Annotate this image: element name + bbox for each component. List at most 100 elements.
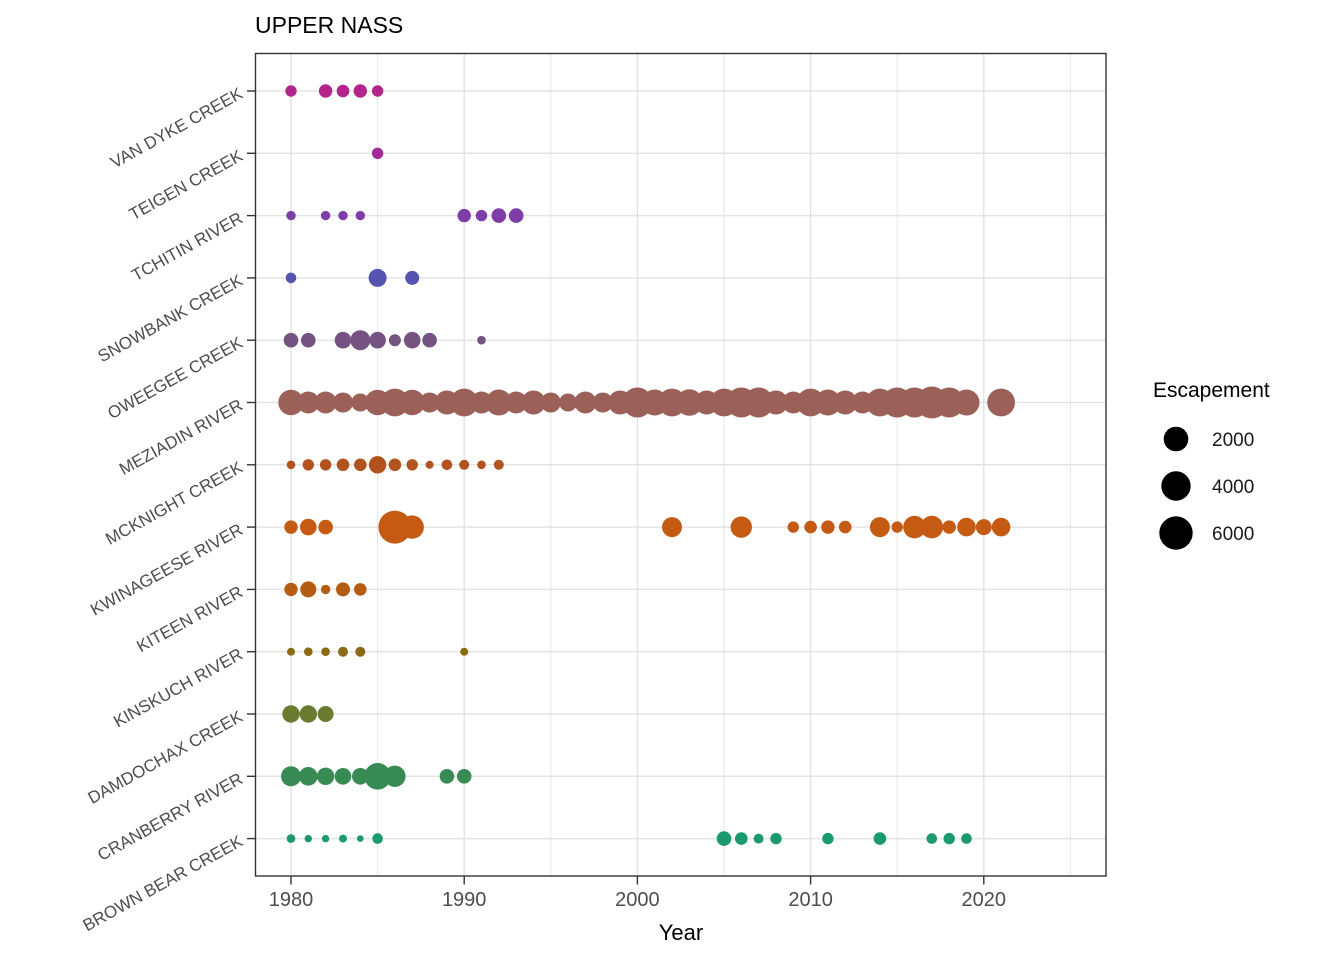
data-point: [388, 458, 402, 472]
data-point: [505, 391, 528, 414]
data-point: [833, 390, 858, 415]
data-point: [592, 392, 613, 413]
data-point: [354, 583, 367, 596]
data-point: [300, 581, 317, 598]
data-point: [822, 832, 834, 845]
data-point: [521, 390, 546, 415]
data-point: [422, 332, 437, 348]
data-point: [318, 519, 333, 535]
data-point: [456, 769, 472, 784]
data-point: [302, 459, 314, 471]
data-point: [735, 832, 748, 845]
data-point: [281, 766, 301, 787]
data-point: [475, 209, 488, 222]
data-point: [371, 85, 384, 97]
data-point: [716, 831, 732, 846]
data-point: [314, 391, 337, 414]
data-point: [460, 647, 469, 656]
data-point: [286, 834, 296, 843]
legend-size-dot: [1161, 471, 1191, 501]
data-point: [278, 389, 304, 416]
legend-size-label: 4000: [1212, 477, 1254, 498]
data-point: [336, 582, 350, 597]
data-point: [334, 331, 352, 349]
x-axis-title: Year: [659, 920, 703, 945]
data-point: [287, 647, 295, 656]
x-tick-label: 2010: [788, 889, 833, 911]
data-point: [388, 334, 401, 347]
data-point: [540, 392, 561, 413]
data-point: [371, 147, 384, 159]
data-point: [336, 458, 350, 472]
data-point: [285, 85, 297, 97]
data-point: [333, 392, 353, 413]
data-point: [743, 387, 774, 418]
data-point: [804, 520, 817, 534]
data-point: [399, 389, 425, 416]
data-point: [787, 521, 799, 533]
x-tick-label: 1980: [269, 889, 314, 911]
plot-title: UPPER NASS: [255, 12, 403, 38]
data-point: [869, 517, 890, 538]
data-point: [764, 390, 788, 415]
data-point: [405, 270, 420, 285]
legend-size-dot: [1163, 426, 1189, 452]
data-point: [372, 833, 383, 844]
data-point: [338, 210, 348, 221]
data-point: [334, 768, 352, 785]
data-point: [321, 834, 330, 843]
data-point: [987, 388, 1015, 417]
data-point: [355, 210, 365, 221]
data-point: [753, 833, 764, 844]
y-axis-label: KITEEN RIVER: [133, 582, 245, 656]
data-point: [320, 584, 331, 595]
data-point: [316, 767, 335, 785]
data-point: [559, 393, 578, 412]
data-point: [319, 459, 332, 471]
data-point: [339, 834, 347, 843]
data-point: [419, 392, 440, 413]
data-point: [378, 510, 412, 544]
data-point: [285, 272, 297, 284]
data-point: [299, 767, 318, 786]
data-point: [493, 459, 504, 470]
data-point: [369, 331, 386, 349]
data-point: [354, 458, 367, 472]
data-point: [406, 459, 418, 471]
data-point: [730, 516, 752, 538]
legend-title: Escapement: [1153, 379, 1270, 402]
data-point: [301, 332, 316, 348]
data-point: [355, 646, 366, 657]
data-point: [352, 768, 369, 785]
data-point: [425, 460, 434, 469]
data-point: [338, 646, 348, 657]
y-axis-label: TCHITIN RIVER: [129, 208, 246, 285]
data-point: [814, 389, 841, 416]
data-point: [304, 834, 312, 843]
data-point: [350, 330, 371, 351]
data-point: [286, 210, 296, 221]
data-point: [450, 388, 479, 417]
legend-size-label: 2000: [1212, 430, 1254, 451]
x-tick-label: 2000: [615, 889, 660, 911]
data-point: [336, 84, 350, 98]
data-point: [284, 520, 298, 534]
data-point: [321, 647, 330, 656]
data-point: [957, 517, 976, 537]
data-point: [299, 705, 317, 723]
data-point: [364, 763, 391, 790]
data-point: [283, 332, 299, 348]
data-point: [485, 389, 512, 416]
data-point: [991, 517, 1011, 537]
data-point: [903, 515, 926, 539]
data-point: [368, 268, 387, 287]
data-point: [508, 208, 524, 223]
data-point: [304, 647, 313, 656]
data-point: [470, 391, 493, 414]
data-point: [920, 515, 944, 539]
data-point: [574, 391, 597, 414]
data-point: [282, 705, 300, 723]
data-point: [491, 208, 507, 223]
data-point: [477, 335, 486, 345]
